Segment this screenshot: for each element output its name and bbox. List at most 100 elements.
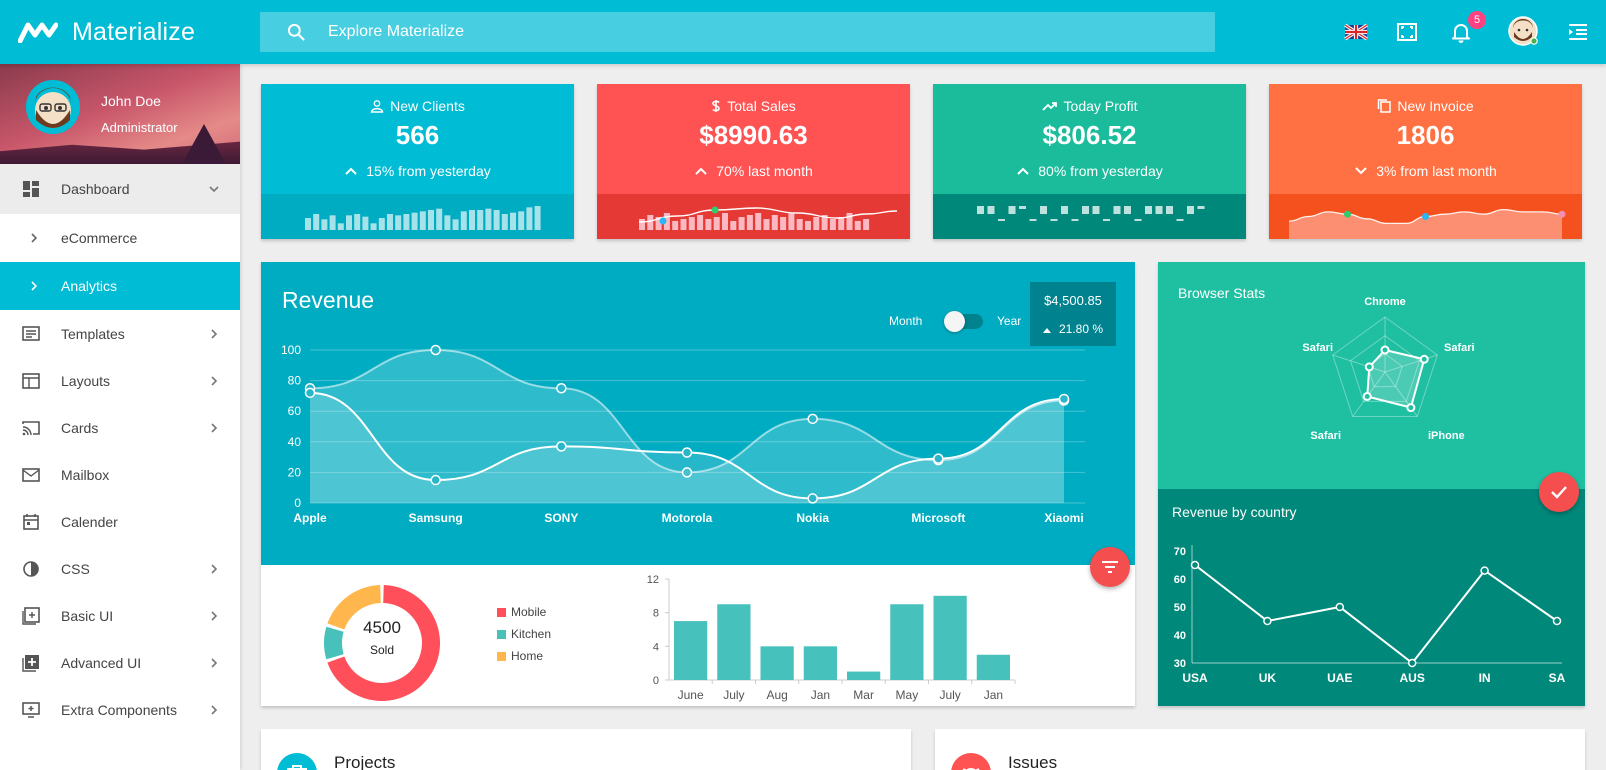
projects-card[interactable]: Projects xyxy=(261,729,911,770)
brand[interactable]: Materialize xyxy=(18,14,195,50)
user-avatar-large[interactable] xyxy=(26,80,80,134)
sidebar-item-advanced-ui[interactable]: Advanced UI xyxy=(0,639,240,686)
arrow-up-icon xyxy=(1042,328,1051,333)
stat-title: Today Profit xyxy=(1063,98,1138,114)
y-tick-label: 30 xyxy=(1174,658,1186,670)
x-tick-label: USA xyxy=(1182,671,1208,685)
dashboard-icon xyxy=(23,181,39,197)
stat-change-row: 70% last month xyxy=(597,163,910,179)
sidebar-item-calender[interactable]: Calender xyxy=(0,498,240,545)
bar xyxy=(933,595,967,680)
stat-title: New Invoice xyxy=(1397,98,1474,114)
sidebar-item-extra-components[interactable]: Extra Components xyxy=(0,686,240,733)
mail-icon xyxy=(22,467,40,482)
browser-stats-panel: Browser Stats Chrome Safari iPhone Safari Sa… xyxy=(1158,262,1585,489)
stat-card-total-sales[interactable]: Total Sales $8990.63 70% last month xyxy=(597,84,910,239)
series-point xyxy=(1263,616,1272,626)
spark-bar xyxy=(863,219,870,230)
bell-icon[interactable] xyxy=(1449,20,1473,44)
spark-bar xyxy=(746,215,753,230)
sidebar-item-cards[interactable]: Cards xyxy=(0,404,240,451)
legend-home: Home xyxy=(497,649,543,663)
sidenav-toggle-icon[interactable] xyxy=(1566,20,1590,44)
spark-bar xyxy=(780,217,787,230)
sidebar-item-mailbox[interactable]: Mailbox xyxy=(0,451,240,498)
spark-bar xyxy=(977,206,984,214)
radar-point xyxy=(1362,391,1372,401)
radar-label: Safari xyxy=(1302,342,1333,354)
check-fab[interactable] xyxy=(1539,472,1579,512)
dollar-icon xyxy=(712,100,721,112)
issues-card[interactable]: Issues xyxy=(935,729,1585,770)
revenue-by-country-panel: Revenue by country 30 40 50 60 70 USA UK UAE AUS… xyxy=(1158,489,1585,706)
sidebar-item-analytics[interactable]: Analytics xyxy=(0,262,240,310)
fullscreen-icon[interactable] xyxy=(1395,20,1419,44)
sidebar: John Doe Administrator Dashboard eCommer… xyxy=(0,64,240,770)
spark-bar xyxy=(403,214,410,230)
sidebar-item-basic-ui[interactable]: Basic UI xyxy=(0,592,240,639)
stat-card-body: New Invoice 1806 3% from last month xyxy=(1269,84,1582,194)
spark-bar xyxy=(411,212,418,230)
x-tick-label: IN xyxy=(1479,671,1491,685)
series-point xyxy=(1190,560,1200,570)
sidebar-menu: Dashboard eCommerce Analytics Templates … xyxy=(0,164,240,733)
library-add-icon xyxy=(22,654,39,672)
spark-bar xyxy=(755,213,762,230)
month-year-switch[interactable] xyxy=(944,311,983,332)
spark-bar xyxy=(305,218,311,230)
spark-bar xyxy=(387,214,393,230)
spark-bar xyxy=(672,221,679,230)
spark-bar xyxy=(821,215,828,230)
search-input[interactable] xyxy=(328,23,928,41)
chevron-right-icon xyxy=(211,610,218,621)
sidebar-item-label: Cards xyxy=(61,419,99,436)
donut-slice xyxy=(327,585,440,701)
series-point xyxy=(807,413,818,425)
stat-sparkline xyxy=(933,194,1246,239)
trending-up-icon xyxy=(1041,102,1057,111)
user-role: Administrator xyxy=(101,120,178,135)
spark-dot xyxy=(1558,210,1566,218)
user-avatar[interactable] xyxy=(1508,16,1538,46)
user-name[interactable]: John Doe xyxy=(101,93,161,109)
series-point xyxy=(1407,658,1417,668)
stat-sparkline xyxy=(261,194,574,239)
spark-bar xyxy=(697,215,704,230)
sidebar-item-ecommerce[interactable]: eCommerce xyxy=(0,214,240,262)
radar-spoke xyxy=(1332,354,1386,373)
filter-fab[interactable] xyxy=(1090,547,1130,587)
switch-knob[interactable] xyxy=(944,311,965,332)
sidebar-item-templates[interactable]: Templates xyxy=(0,310,240,357)
chevron-right-icon xyxy=(211,422,218,433)
sidebar-item-label: Basic UI xyxy=(61,607,114,624)
sidebar-item-dashboard[interactable]: Dashboard xyxy=(0,164,240,214)
country-line-chart: 30 40 50 60 70 USA UK UAE AUS IN SA xyxy=(1174,545,1566,685)
stat-card-new-invoice[interactable]: New Invoice 1806 3% from last month xyxy=(1269,84,1582,239)
stat-card-new-clients[interactable]: New Clients 566 15% from yesterday xyxy=(261,84,574,239)
sidebar-item-css[interactable]: CSS xyxy=(0,545,240,592)
sidebar-item-layouts[interactable]: Layouts xyxy=(0,357,240,404)
spark-bar xyxy=(829,219,836,230)
radar-label: Safari xyxy=(1310,430,1341,442)
search-bar[interactable] xyxy=(260,12,1215,52)
spark-bar xyxy=(354,214,361,230)
y-tick-label: 12 xyxy=(647,574,659,586)
sidebar-item-label: Extra Components xyxy=(61,701,177,718)
y-tick-label: 60 xyxy=(1174,574,1186,586)
spark-bar xyxy=(1008,206,1016,214)
stat-title-row: New Clients xyxy=(261,98,574,114)
stat-title: Total Sales xyxy=(727,98,796,114)
series-point xyxy=(1335,602,1345,612)
stat-value: $806.52 xyxy=(1042,120,1137,150)
stat-title-row: New Invoice xyxy=(1269,98,1582,114)
x-tick-label: July xyxy=(723,688,744,702)
issues-title: Issues xyxy=(1008,753,1058,770)
legend-kitchen: Kitchen xyxy=(497,627,551,641)
radar-ring xyxy=(1332,316,1438,417)
sold-label: Sold xyxy=(369,643,395,657)
stat-card-today-profit[interactable]: Today Profit $806.52 80% from yesterday xyxy=(933,84,1246,239)
flag-uk-icon[interactable] xyxy=(1344,20,1368,44)
spark-bar xyxy=(738,217,745,230)
spark-bar xyxy=(1029,219,1037,221)
y-tick-label: 70 xyxy=(1174,546,1186,558)
